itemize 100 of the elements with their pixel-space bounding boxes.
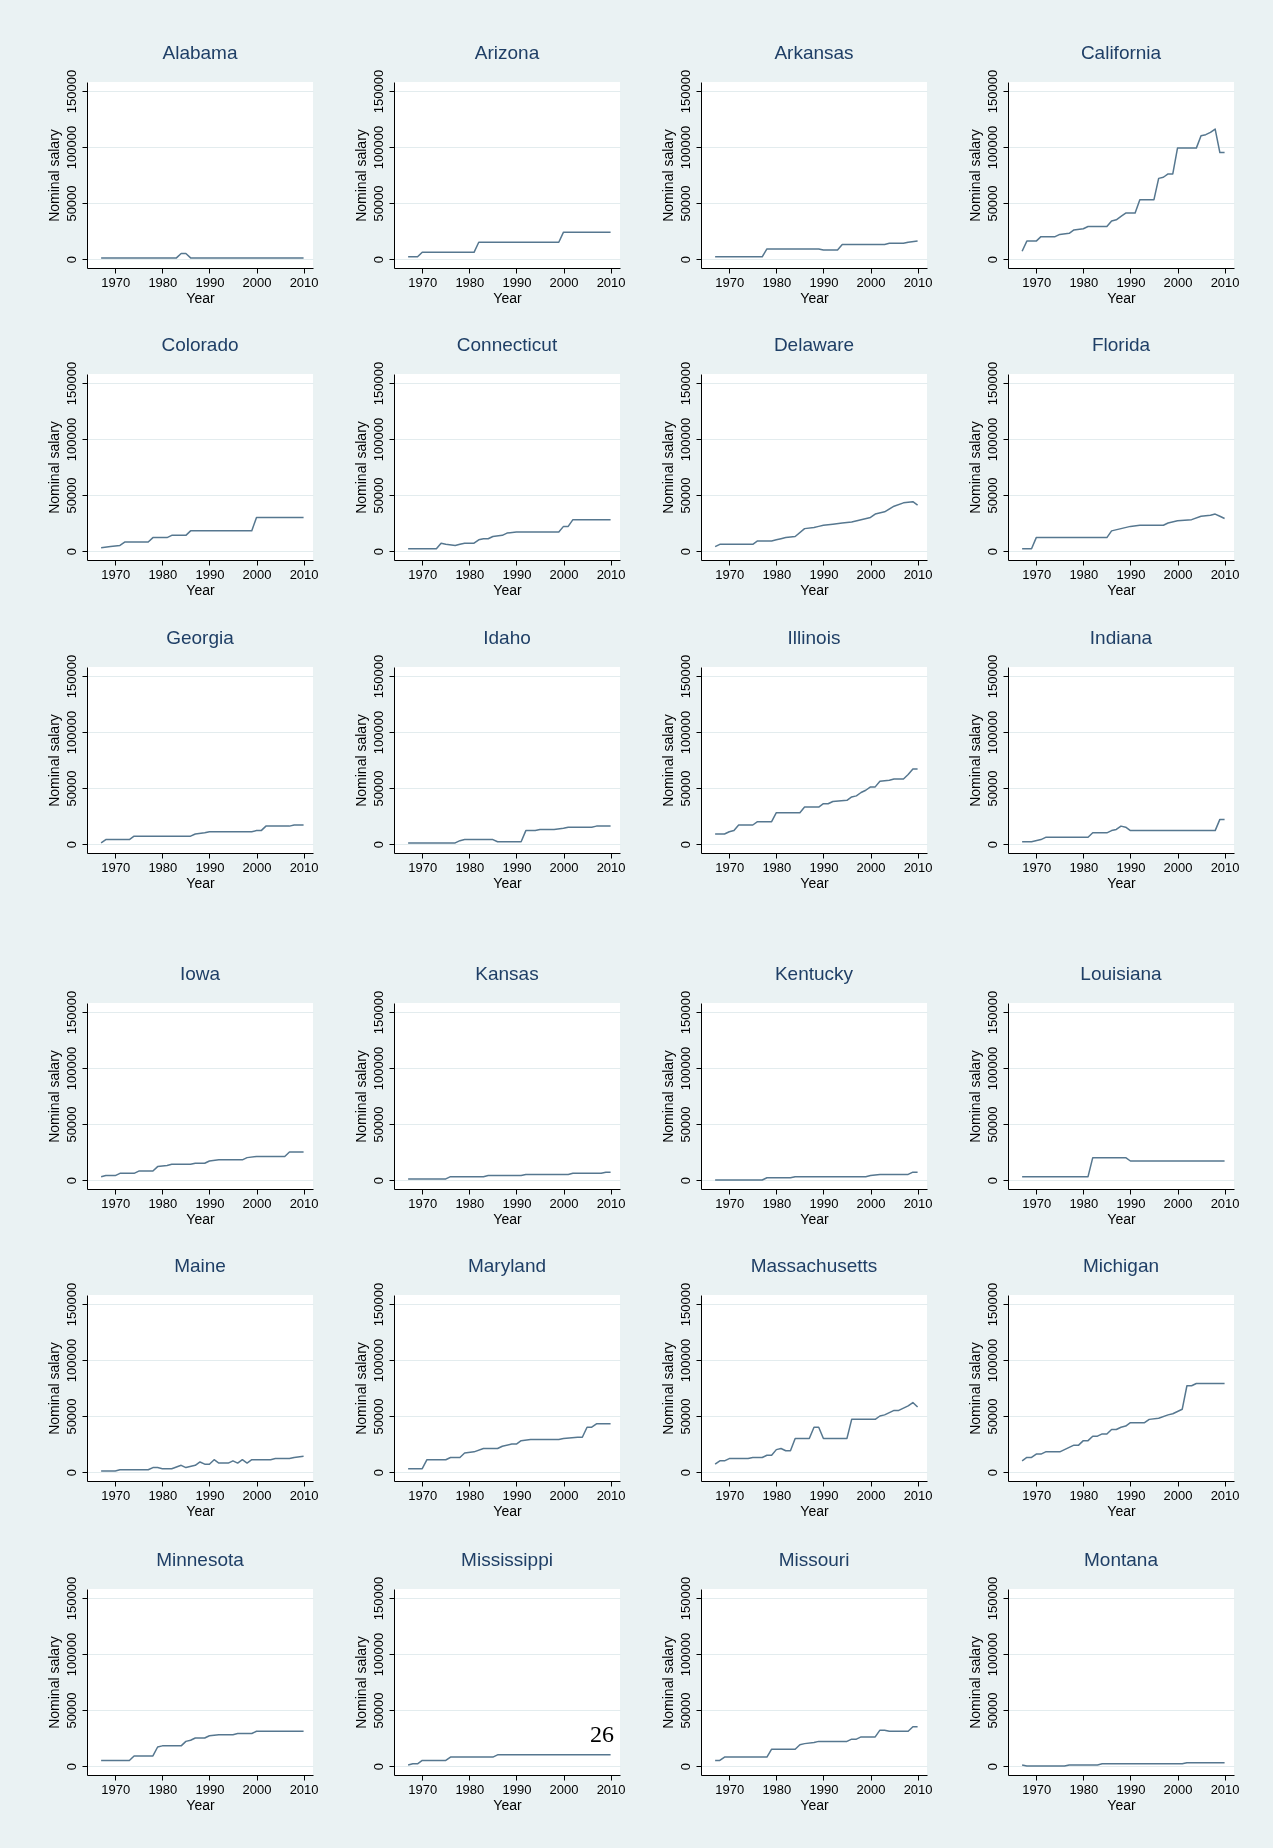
x-axis-title: Year — [800, 581, 829, 598]
x-tick-label: 2010 — [596, 1781, 626, 1797]
chart-title: Louisiana — [1080, 963, 1163, 985]
line-series — [407, 1171, 612, 1180]
y-tick-label: 150000 — [370, 990, 386, 1035]
x-tick-label: 1970 — [715, 859, 745, 875]
chart-title: Alabama — [162, 42, 238, 64]
x-tick-label: 2000 — [242, 1781, 272, 1797]
x-tick-label: 2010 — [596, 566, 626, 582]
x-tick-label: 1970 — [1022, 1781, 1052, 1797]
y-tick-label: 0 — [370, 255, 386, 264]
x-tick-label: 1980 — [455, 1487, 485, 1503]
y-tick-label: 150000 — [984, 361, 1000, 406]
y-tick-label: 0 — [370, 547, 386, 556]
y-tick-label: 50000 — [677, 185, 693, 222]
y-tick-label: 100000 — [63, 125, 79, 170]
x-tick-label: 2010 — [903, 1781, 933, 1797]
chart-title: Maine — [174, 1255, 226, 1277]
chart-title: Connecticut — [456, 334, 558, 356]
x-tick-label: 1970 — [1022, 859, 1052, 875]
x-tick-label: 2010 — [1210, 1195, 1240, 1211]
y-axis-title: Nominal salary — [659, 129, 676, 222]
x-tick-label: 1980 — [148, 1195, 178, 1211]
x-tick-label: 1990 — [809, 859, 839, 875]
x-tick-label: 1970 — [101, 1195, 131, 1211]
chart-title: Iowa — [179, 963, 221, 985]
y-tick-label: 0 — [984, 255, 1000, 264]
y-tick-label: 100000 — [63, 417, 79, 462]
y-axis-title: Nominal salary — [966, 714, 983, 807]
x-tick-label: 1980 — [455, 859, 485, 875]
y-tick-label: 50000 — [677, 770, 693, 807]
x-tick-label: 1990 — [809, 1195, 839, 1211]
y-axis-title: Nominal salary — [352, 1636, 369, 1729]
x-tick-label: 2010 — [289, 1487, 319, 1503]
x-tick-label: 2000 — [549, 1781, 579, 1797]
y-tick-label: 0 — [677, 255, 693, 264]
x-tick-label: 1980 — [148, 274, 178, 290]
x-tick-label: 1990 — [1116, 1195, 1146, 1211]
x-tick-label: 2000 — [1163, 1781, 1193, 1797]
y-tick-label: 100000 — [677, 1338, 693, 1383]
x-tick-label: 2010 — [596, 1487, 626, 1503]
y-tick-label: 150000 — [370, 654, 386, 699]
y-tick-label: 50000 — [63, 185, 79, 222]
y-tick-label: 0 — [370, 1468, 386, 1477]
y-axis-title: Nominal salary — [966, 1050, 983, 1143]
x-tick-label: 1970 — [715, 566, 745, 582]
y-tick-label: 150000 — [63, 990, 79, 1035]
x-axis-title: Year — [186, 1210, 215, 1227]
chart-title: Colorado — [161, 334, 239, 356]
y-tick-label: 150000 — [677, 1576, 693, 1621]
y-tick-label: 100000 — [677, 710, 693, 755]
y-axis-title: Nominal salary — [659, 714, 676, 807]
x-tick-label: 1970 — [1022, 274, 1052, 290]
x-tick-label: 1980 — [762, 566, 792, 582]
x-axis-title: Year — [186, 1796, 215, 1813]
line-series — [407, 518, 612, 550]
x-tick-label: 1990 — [809, 1487, 839, 1503]
y-axis-title: Nominal salary — [352, 1050, 369, 1143]
y-tick-label: 150000 — [984, 69, 1000, 114]
y-tick-label: 50000 — [984, 477, 1000, 514]
x-axis-title: Year — [1107, 1502, 1136, 1519]
x-axis-title: Year — [186, 1502, 215, 1519]
x-axis-title: Year — [493, 581, 522, 598]
y-axis-title: Nominal salary — [45, 1342, 62, 1435]
chart-title: Missouri — [778, 1549, 850, 1571]
y-tick-label: 50000 — [63, 1692, 79, 1729]
x-axis-title: Year — [1107, 874, 1136, 891]
y-tick-label: 150000 — [63, 1282, 79, 1327]
x-tick-label: 1980 — [1069, 566, 1099, 582]
y-tick-label: 50000 — [370, 1106, 386, 1143]
y-tick-label: 50000 — [370, 1692, 386, 1729]
x-tick-label: 1970 — [715, 1195, 745, 1211]
y-tick-label: 100000 — [984, 1046, 1000, 1091]
line-series — [100, 1730, 305, 1762]
x-tick-label: 2010 — [1210, 859, 1240, 875]
x-tick-label: 1980 — [148, 859, 178, 875]
x-axis-title: Year — [493, 1210, 522, 1227]
y-tick-label: 0 — [370, 1176, 386, 1185]
x-tick-label: 1990 — [1116, 566, 1146, 582]
x-tick-label: 2000 — [242, 859, 272, 875]
y-tick-label: 0 — [677, 1762, 693, 1771]
x-tick-label: 2010 — [289, 566, 319, 582]
y-tick-label: 100000 — [984, 417, 1000, 462]
line-series — [1021, 128, 1226, 252]
y-tick-label: 0 — [63, 1762, 79, 1771]
x-tick-label: 1990 — [1116, 274, 1146, 290]
y-axis-title: Nominal salary — [659, 421, 676, 514]
x-tick-label: 1990 — [195, 1781, 225, 1797]
y-tick-label: 100000 — [984, 1632, 1000, 1677]
y-tick-label: 100000 — [63, 1338, 79, 1383]
line-series — [714, 768, 919, 835]
x-tick-label: 1970 — [408, 1195, 438, 1211]
x-tick-label: 2000 — [242, 566, 272, 582]
x-axis-title: Year — [493, 1796, 522, 1813]
y-tick-label: 50000 — [63, 770, 79, 807]
x-tick-label: 2010 — [1210, 1781, 1240, 1797]
y-tick-label: 0 — [63, 255, 79, 264]
x-tick-label: 1990 — [809, 274, 839, 290]
annotation: 26 — [590, 1721, 614, 1747]
chart-title: Maryland — [467, 1255, 547, 1277]
